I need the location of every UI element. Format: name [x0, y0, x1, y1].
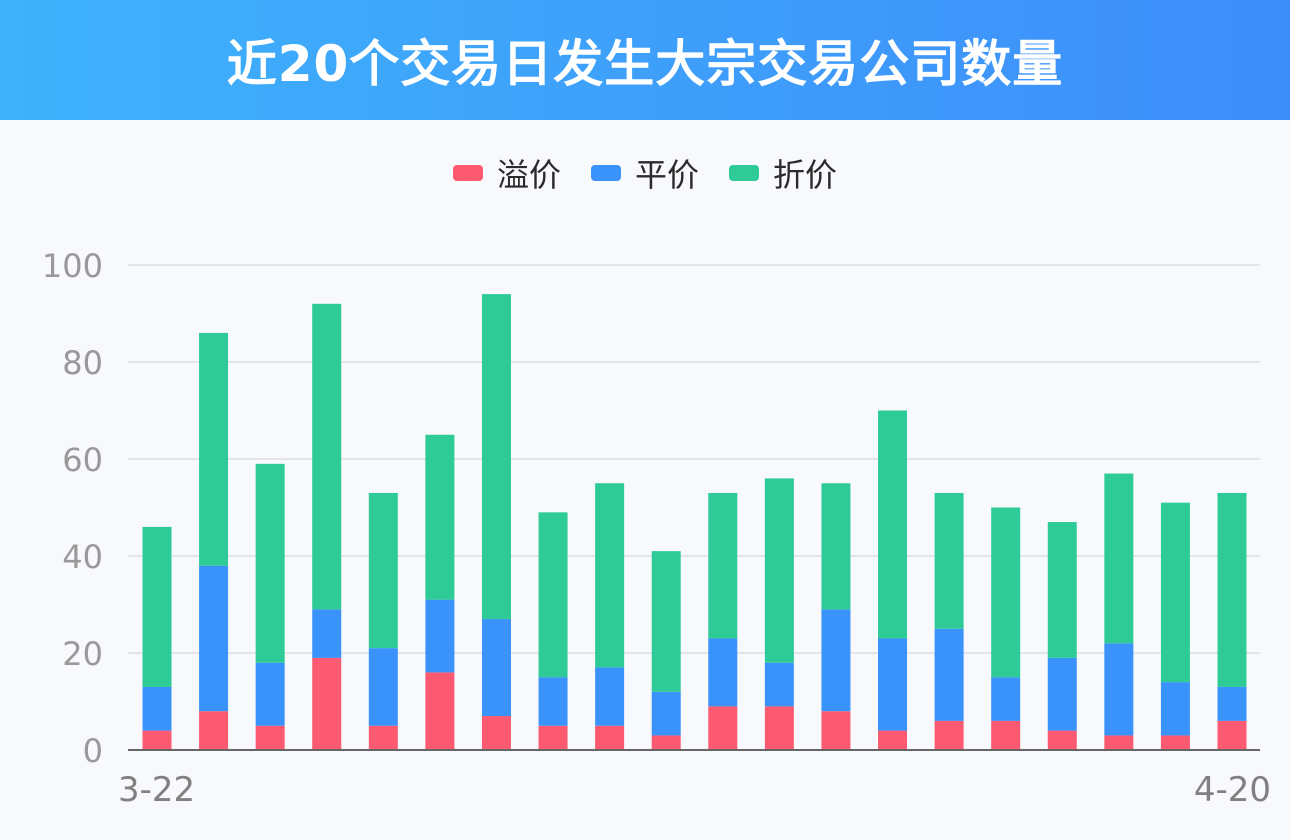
bar-segment-par[interactable]	[538, 677, 568, 726]
bar-segment-discount[interactable]	[651, 551, 681, 692]
bar-segment-discount[interactable]	[991, 507, 1021, 678]
legend-item-premium[interactable]: 溢价	[452, 150, 561, 196]
bar-segment-par[interactable]	[595, 667, 625, 726]
bar-segment-discount[interactable]	[425, 434, 455, 600]
legend-label-discount: 折价	[773, 156, 838, 194]
bar-segment-premium[interactable]	[934, 720, 964, 750]
bar-segment-discount[interactable]	[255, 463, 285, 663]
y-tick-label: 40	[62, 538, 103, 576]
bar-segment-premium[interactable]	[595, 725, 625, 750]
bars-layer	[142, 294, 1247, 750]
bar-segment-par[interactable]	[199, 565, 229, 712]
bar-segment-discount[interactable]	[821, 483, 851, 610]
bar-segment-premium[interactable]	[708, 706, 738, 750]
bar-segment-premium[interactable]	[312, 657, 342, 750]
legend-label-par: 平价	[634, 156, 699, 194]
bar-segment-premium[interactable]	[425, 672, 455, 750]
y-tick-label: 60	[62, 441, 103, 479]
bar-segment-par[interactable]	[481, 619, 511, 717]
y-axis-ticks: 0 20 40 60 80 100	[42, 247, 103, 770]
bar-segment-discount[interactable]	[708, 492, 738, 639]
bar-segment-premium[interactable]	[142, 730, 172, 750]
bar-segment-premium[interactable]	[368, 725, 398, 750]
bar-segment-premium[interactable]	[255, 725, 285, 750]
bar-segment-par[interactable]	[255, 662, 285, 726]
y-tick-label: 20	[62, 635, 103, 673]
bar-segment-discount[interactable]	[595, 483, 625, 668]
bar-segment-discount[interactable]	[481, 294, 511, 620]
bar-segment-premium[interactable]	[199, 711, 229, 750]
bar-segment-premium[interactable]	[1047, 730, 1077, 750]
bar-segment-par[interactable]	[425, 599, 455, 673]
bar-segment-discount[interactable]	[142, 526, 172, 687]
bar-segment-discount[interactable]	[1160, 502, 1190, 683]
legend-label-premium: 溢价	[496, 156, 561, 194]
bar-segment-par[interactable]	[821, 609, 851, 712]
bar-segment-par[interactable]	[651, 691, 681, 736]
bar-segment-par[interactable]	[1217, 686, 1247, 721]
bar-segment-discount[interactable]	[199, 332, 229, 566]
bar-segment-premium[interactable]	[991, 720, 1021, 750]
bar-segment-par[interactable]	[991, 677, 1021, 721]
bar-segment-par[interactable]	[764, 662, 794, 707]
bar-segment-discount[interactable]	[538, 512, 568, 678]
bar-segment-par[interactable]	[142, 686, 172, 731]
bar-segment-premium[interactable]	[1160, 735, 1190, 750]
bar-segment-discount[interactable]	[764, 478, 794, 663]
bar-segment-premium[interactable]	[538, 725, 568, 750]
bar-segment-premium[interactable]	[481, 716, 511, 750]
bar-segment-discount[interactable]	[1104, 473, 1134, 644]
bar-segment-discount[interactable]	[878, 410, 908, 639]
bar-segment-par[interactable]	[934, 628, 964, 721]
bar-segment-par[interactable]	[878, 638, 908, 731]
bar-segment-par[interactable]	[368, 648, 398, 726]
legend-swatch-premium	[452, 165, 483, 181]
x-tick-label-start: 3-22	[118, 770, 195, 810]
x-axis-ticks: 3-22 4-20	[118, 770, 1271, 810]
bar-segment-par[interactable]	[708, 638, 738, 707]
bar-segment-premium[interactable]	[764, 706, 794, 750]
bar-segment-discount[interactable]	[1047, 522, 1077, 658]
bar-segment-discount[interactable]	[1217, 492, 1247, 687]
x-tick-label-end: 4-20	[1194, 770, 1271, 810]
legend-swatch-par	[590, 165, 621, 181]
legend-item-discount[interactable]: 折价	[729, 150, 837, 196]
bar-segment-premium[interactable]	[878, 730, 908, 750]
bar-segment-premium[interactable]	[1104, 735, 1134, 750]
bar-segment-discount[interactable]	[368, 492, 398, 649]
bar-segment-par[interactable]	[312, 609, 342, 658]
legend-swatch-discount	[729, 165, 759, 181]
chart-header: 近20个交易日发生大宗交易公司数量	[0, 0, 1290, 120]
y-tick-label: 80	[62, 344, 103, 382]
legend: 溢价 平价 折价	[0, 150, 1290, 196]
chart-title: 近20个交易日发生大宗交易公司数量	[226, 35, 1064, 93]
bar-segment-discount[interactable]	[934, 492, 964, 629]
legend-item-par[interactable]: 平价	[590, 150, 699, 196]
bar-segment-discount[interactable]	[312, 303, 342, 610]
bar-segment-premium[interactable]	[1217, 720, 1247, 750]
grid-layer	[128, 264, 1260, 654]
bar-segment-par[interactable]	[1047, 657, 1077, 731]
bar-segment-par[interactable]	[1104, 643, 1134, 736]
y-tick-label: 0	[83, 732, 103, 770]
bar-segment-premium[interactable]	[651, 735, 681, 750]
y-tick-label: 100	[42, 247, 103, 285]
bar-segment-premium[interactable]	[821, 711, 851, 750]
bar-segment-par[interactable]	[1160, 682, 1190, 736]
